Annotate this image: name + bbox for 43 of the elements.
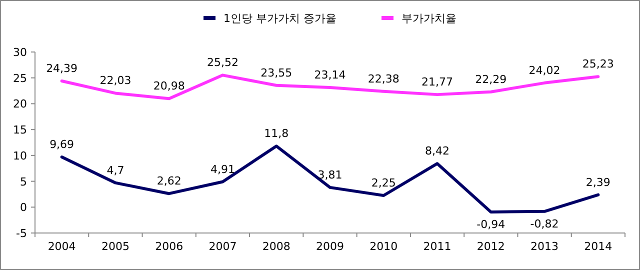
x-tick-label: 2005 <box>101 240 130 253</box>
data-label: 24,39 <box>46 62 78 76</box>
data-label: 25,52 <box>206 56 238 70</box>
y-tick-label: -5 <box>16 227 27 240</box>
data-label: 2,62 <box>156 174 182 188</box>
x-tick-label: 2009 <box>316 240 344 253</box>
data-label: 4,91 <box>210 162 235 176</box>
data-label: -0,94 <box>476 218 506 232</box>
x-tick-label: 2013 <box>530 240 559 253</box>
y-tick-label: 20 <box>13 98 27 111</box>
x-tick-label: 2004 <box>48 240 76 253</box>
data-label: 8,42 <box>425 144 450 158</box>
data-label: 4,7 <box>106 164 124 177</box>
y-tick-label: 15 <box>13 124 27 137</box>
data-label: 22,03 <box>100 74 132 88</box>
data-label: -0,82 <box>530 217 559 230</box>
y-tick-label: 10 <box>13 149 27 162</box>
x-tick-label: 2006 <box>155 240 184 253</box>
y-tick-label: 0 <box>20 201 27 214</box>
legend-label: 부가가치율 <box>402 12 456 25</box>
data-label: 24,02 <box>528 64 560 77</box>
x-tick-label: 2008 <box>262 240 290 253</box>
legend-label: 1인당 부가가치 증가율 <box>224 12 336 25</box>
x-tick-label: 2011 <box>423 240 452 253</box>
data-label: 9,69 <box>50 138 74 152</box>
data-label: 22,29 <box>475 72 507 86</box>
data-label: 11,8 <box>264 127 289 140</box>
x-tick-label: 2014 <box>584 240 612 253</box>
data-label: 22,38 <box>368 72 400 86</box>
data-label: 23,55 <box>260 66 292 80</box>
data-label: 2,39 <box>586 176 610 189</box>
x-tick-label: 2007 <box>208 240 237 253</box>
x-tick-label: 2010 <box>370 240 398 253</box>
data-label: 3,81 <box>318 168 342 182</box>
data-label: 2,25 <box>371 176 396 190</box>
data-label: 25,23 <box>582 58 614 71</box>
data-label: 20,98 <box>153 80 185 93</box>
x-tick-label: 2012 <box>476 240 505 253</box>
data-label: 23,14 <box>314 68 346 82</box>
y-tick-label: 30 <box>13 46 27 59</box>
data-label: 21,77 <box>422 76 454 89</box>
y-tick-label: 5 <box>20 175 27 188</box>
y-tick-label: 25 <box>13 72 27 85</box>
